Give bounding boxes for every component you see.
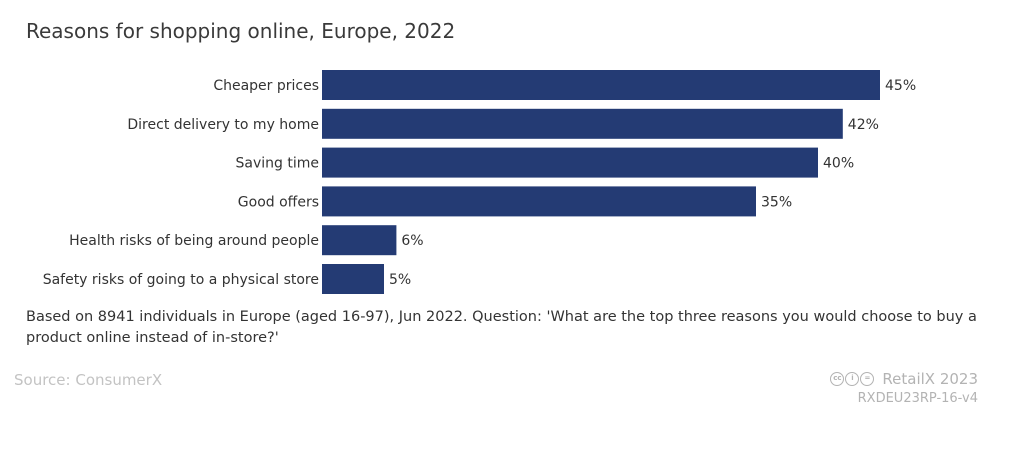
category-label: Good offers bbox=[238, 194, 319, 210]
nd-icon: = bbox=[860, 372, 875, 386]
value-label: 6% bbox=[401, 233, 423, 249]
value-label: 5% bbox=[389, 272, 411, 288]
source-text: Source: ConsumerX bbox=[14, 371, 163, 389]
bar-3 bbox=[322, 186, 756, 217]
category-label: Direct delivery to my home bbox=[127, 117, 319, 133]
cc-icon: cc bbox=[830, 372, 845, 386]
bar-1 bbox=[322, 108, 843, 139]
by-icon: i bbox=[845, 372, 860, 386]
value-label: 42% bbox=[848, 117, 879, 133]
bar-5 bbox=[322, 264, 384, 294]
brand-name: RetailX 2023 bbox=[882, 370, 978, 388]
chart-note: Based on 8941 individuals in Europe (age… bbox=[26, 309, 977, 346]
brand-block: cc i = RetailX 2023 bbox=[830, 370, 978, 388]
value-label: 40% bbox=[823, 156, 854, 172]
bar-chart: Cheaper prices 45% Direct delivery to my h… bbox=[43, 70, 916, 294]
bar-4 bbox=[322, 225, 397, 256]
bar-0 bbox=[322, 70, 880, 100]
category-label: Cheaper prices bbox=[213, 78, 319, 94]
bar-2 bbox=[322, 147, 818, 178]
category-label: Safety risks of going to a physical stor… bbox=[43, 272, 319, 288]
chart-title: Reasons for shopping online, Europe, 202… bbox=[26, 19, 456, 43]
license-icons: cc i = bbox=[830, 372, 875, 386]
category-label: Saving time bbox=[236, 156, 319, 172]
value-label: 45% bbox=[885, 78, 916, 94]
category-label: Health risks of being around people bbox=[69, 233, 319, 249]
value-label: 35% bbox=[761, 194, 792, 210]
report-code: RXDEU23RP-16-v4 bbox=[857, 391, 978, 406]
